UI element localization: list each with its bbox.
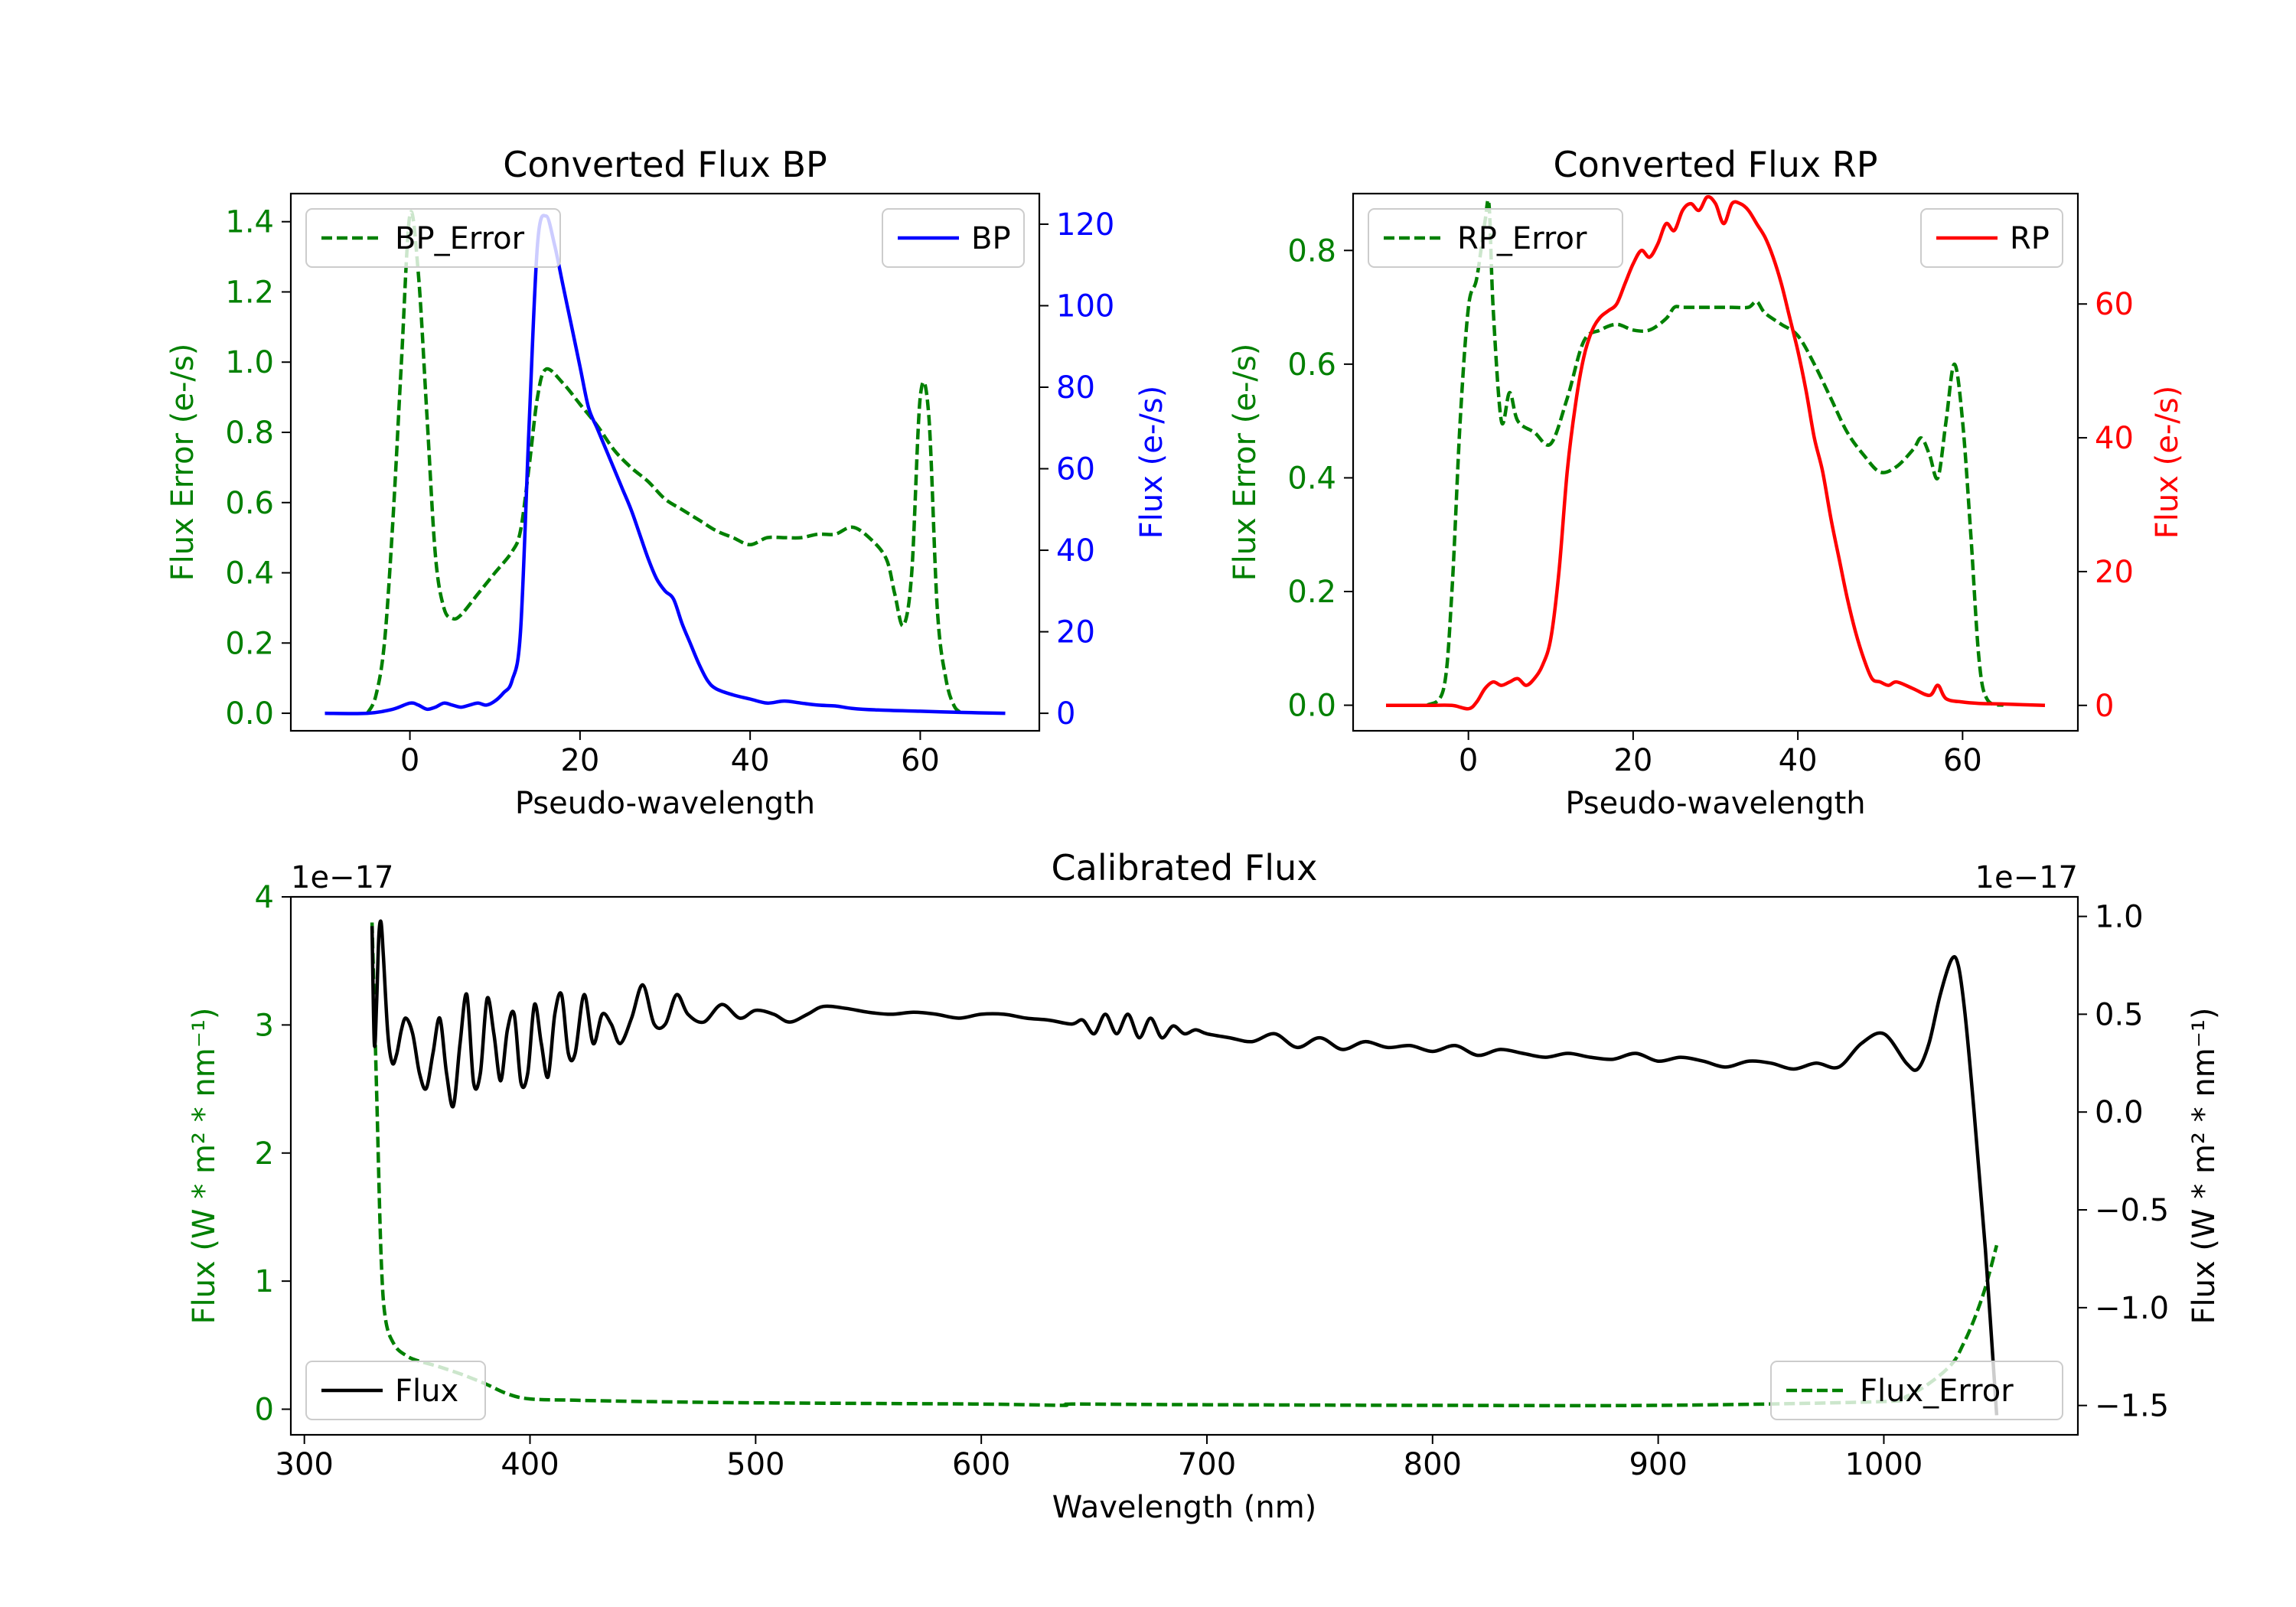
y-left-tick-label: 1 <box>255 1264 274 1299</box>
series-line-bp <box>325 214 1006 715</box>
series-line-flux <box>370 919 1999 1416</box>
x-tick-label: 0 <box>400 743 419 778</box>
y-left-tick-label: 1.0 <box>225 345 274 380</box>
y-right-tick-label: 60 <box>2095 287 2134 322</box>
series-line-bp-error <box>365 210 964 715</box>
x-tick-label: 1000 <box>1845 1447 1923 1482</box>
x-tick-label: 900 <box>1629 1447 1687 1482</box>
y-right-tick-label: 0 <box>1056 696 1075 732</box>
x-tick-label: 500 <box>726 1447 784 1482</box>
y-right-tick-label: 40 <box>1056 533 1095 569</box>
legend-bp-error: BP_Error <box>305 208 561 268</box>
y-right-tick-label: 0 <box>2095 689 2114 724</box>
legend-box <box>305 1361 486 1420</box>
y-left-tick-label: 3 <box>255 1008 274 1043</box>
y-right-tick-label: −1.5 <box>2095 1389 2169 1424</box>
x-tick-label: 60 <box>1943 743 1982 778</box>
chart-title: Calibrated Flux <box>1052 847 1318 888</box>
y-left-tick-label: 0.4 <box>1287 461 1336 496</box>
axes-frame <box>1352 192 2079 732</box>
y-left-tick-label: 1.4 <box>225 205 274 240</box>
y-left-tick-label: 2 <box>255 1136 274 1172</box>
legend-box <box>1770 1361 2063 1420</box>
y-right-tick-label: 20 <box>2095 555 2134 590</box>
legend-rp: RP <box>1920 208 2063 268</box>
axes-frame <box>289 895 2079 1436</box>
legend-label: RP <box>2010 221 2050 256</box>
y-right-tick-label: 1.0 <box>2095 900 2144 935</box>
x-tick-label: 20 <box>560 743 599 778</box>
y-left-tick-label: 4 <box>255 880 274 915</box>
y-right-axis-label: Flux (W * m² * nm⁻¹) <box>2187 1008 2222 1325</box>
legend-box <box>305 208 561 268</box>
legend-label: RP_Error <box>1457 221 1587 256</box>
bp-panel: 0 20 40 60 0.0 0.2 0.4 0.6 0.8 1.0 1.2 1.4 0 20 40 60 80… <box>165 144 1169 821</box>
y-right-tick-label: −0.5 <box>2095 1193 2169 1228</box>
y-left-axis-label: Flux Error (e-/s) <box>165 344 201 582</box>
series-line-rp-error <box>1426 198 2004 707</box>
legend-label: Flux_Error <box>1860 1374 2014 1409</box>
x-tick-label: 400 <box>501 1447 559 1482</box>
y-left-axis-label: Flux Error (e-/s) <box>1228 344 1263 582</box>
y-right-tick-label: 60 <box>1056 452 1095 487</box>
y-left-tick-label: 0.8 <box>1287 233 1336 269</box>
y-right-tick-label: 100 <box>1056 288 1114 324</box>
series-line-rp <box>1386 194 2046 711</box>
y-left-tick-label: 0.0 <box>225 696 274 732</box>
legend-label: BP_Error <box>395 221 525 256</box>
y-right-offset-label: 1e−17 <box>1975 860 2078 895</box>
legend-box <box>1368 208 1623 268</box>
y-right-tick-label: 120 <box>1056 207 1114 243</box>
x-tick-label: 700 <box>1178 1447 1236 1482</box>
y-left-axis-label: Flux (W * m² * nm⁻¹) <box>187 1008 222 1325</box>
y-left-tick-label: 0.8 <box>225 416 274 451</box>
x-axis-label: Pseudo-wavelength <box>1565 786 1865 821</box>
y-right-tick-label: 40 <box>2095 421 2134 456</box>
y-left-tick-label: 0.2 <box>1287 575 1336 610</box>
x-axis-label: Pseudo-wavelength <box>515 786 815 821</box>
y-right-tick-label: 0.0 <box>2095 1095 2144 1130</box>
y-right-tick-label: −1.0 <box>2095 1291 2169 1326</box>
axes-frame <box>289 192 1041 732</box>
x-tick-label: 0 <box>1459 743 1478 778</box>
y-right-tick-label: 20 <box>1056 615 1095 650</box>
x-tick-label: 300 <box>276 1447 334 1482</box>
x-tick-label: 20 <box>1613 743 1652 778</box>
x-tick-label: 800 <box>1404 1447 1462 1482</box>
y-right-axis-label: Flux (e-/s) <box>2150 386 2185 539</box>
y-left-tick-label: 1.2 <box>225 275 274 310</box>
chart-title: Converted Flux BP <box>503 144 827 185</box>
y-right-tick-label: 0.5 <box>2095 997 2144 1032</box>
rp-panel: 0 20 40 60 0.0 0.2 0.4 0.6 0.8 0 20 40 60 Converted F… <box>1228 144 2185 821</box>
y-left-tick-label: 0.0 <box>1287 689 1336 724</box>
x-tick-label: 40 <box>1779 743 1818 778</box>
y-left-tick-label: 0 <box>255 1393 274 1428</box>
chart-title: Converted Flux RP <box>1554 144 1878 185</box>
y-right-tick-label: 80 <box>1056 370 1095 406</box>
calibrated-panel: 300 400 500 600 700 800 900 1000 0 1 2 3 4 −1.5 −1.0 −0… <box>187 847 2222 1525</box>
y-left-tick-label: 0.6 <box>1287 347 1336 383</box>
x-axis-label: Wavelength (nm) <box>1052 1490 1317 1525</box>
legend-flux: Flux <box>305 1361 486 1420</box>
y-left-tick-label: 0.4 <box>225 556 274 592</box>
legend-bp: BP <box>882 208 1025 268</box>
x-tick-label: 600 <box>952 1447 1010 1482</box>
legend-rp-error: RP_Error <box>1368 208 1623 268</box>
y-left-tick-label: 0.2 <box>225 626 274 661</box>
x-tick-label: 40 <box>731 743 770 778</box>
y-left-offset-label: 1e−17 <box>291 860 393 895</box>
y-left-tick-label: 0.6 <box>225 486 274 521</box>
legend-label: Flux <box>395 1374 458 1409</box>
x-tick-label: 60 <box>901 743 940 778</box>
legend-label: BP <box>971 221 1011 256</box>
legend-flux-error: Flux_Error <box>1770 1361 2063 1420</box>
y-right-axis-label: Flux (e-/s) <box>1134 386 1169 539</box>
